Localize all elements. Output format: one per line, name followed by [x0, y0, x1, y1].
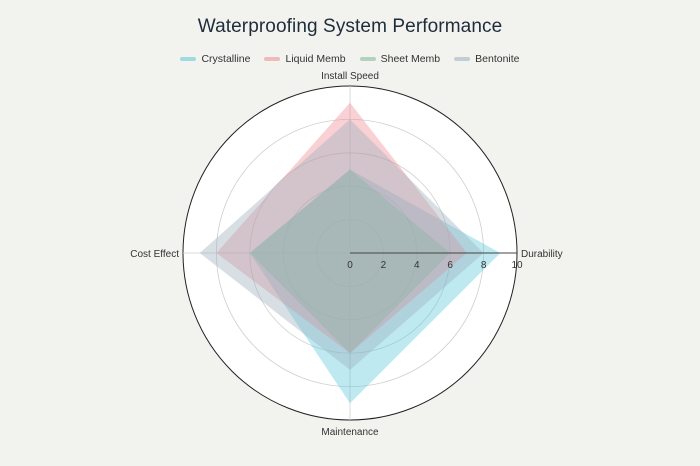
legend-item-sheet-memb[interactable]: Sheet Memb: [359, 53, 441, 65]
axis-label-install-speed: Install Speed: [321, 71, 379, 82]
legend-label-bentonite: Bentonite: [475, 53, 520, 65]
radial-tick-label-6: 6: [447, 260, 453, 271]
radial-tick-label-0: 0: [347, 260, 353, 271]
radial-tick-label-4: 4: [414, 260, 420, 271]
series-area-bentonite: [199, 119, 484, 370]
legend-label-sheet-memb: Sheet Memb: [380, 53, 441, 65]
axis-label-durability: Durability: [521, 249, 563, 260]
legend-swatch-bentonite: [454, 57, 471, 61]
legend-swatch-liquid-memb: [264, 57, 281, 61]
axis-label-cost-effect: Cost Effect: [130, 249, 179, 260]
legend-item-liquid-memb[interactable]: Liquid Memb: [264, 53, 346, 65]
legend-item-crystalline[interactable]: Crystalline: [180, 53, 250, 65]
legend-swatch-sheet-memb: [359, 57, 376, 61]
legend-swatch-crystalline: [180, 57, 197, 61]
legend-label-crystalline: Crystalline: [201, 53, 251, 65]
legend-item-bentonite[interactable]: Bentonite: [454, 53, 520, 65]
radial-tick-label-8: 8: [481, 260, 487, 271]
radial-tick-label-10: 10: [511, 260, 523, 271]
legend-label-liquid-memb: Liquid Memb: [285, 53, 346, 65]
chart-title: Waterproofing System Performance: [197, 16, 503, 37]
series-area-sheet-memb: [249, 169, 451, 354]
radial-tick-label-2: 2: [381, 260, 387, 271]
series-area-crystalline: [249, 169, 501, 404]
axis-label-maintenance: Maintenance: [321, 427, 379, 438]
series-area-liquid-memb: [216, 102, 467, 354]
legend: Crystalline Liquid Memb Sheet Memb Bento…: [0, 53, 700, 65]
